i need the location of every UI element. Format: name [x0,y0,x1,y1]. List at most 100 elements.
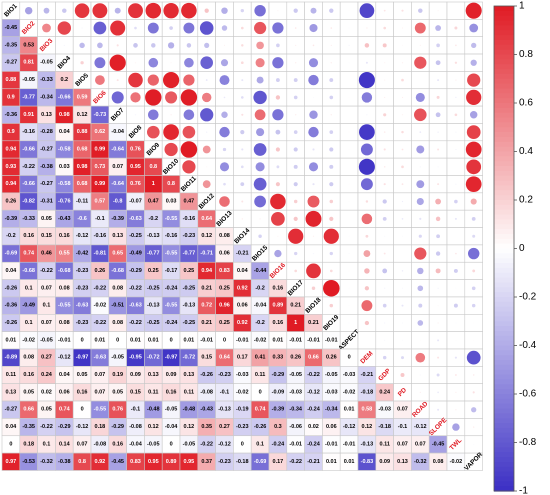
correlation-circle [382,199,387,204]
correlation-value-label: -0.39 [111,216,124,222]
correlation-circle [419,339,421,341]
correlation-circle [454,26,458,30]
correlation-circle [472,269,476,273]
correlation-circle [308,58,319,68]
correlation-value-label: -0.34 [325,407,338,413]
correlation-value-label: -0.55 [165,216,178,222]
correlation-circle [382,216,387,221]
correlation-value-label: 0.64 [219,355,231,361]
correlation-circle [164,142,178,157]
correlation-circle [466,350,481,365]
legend-tick-label: -1 [519,486,528,495]
correlation-circle [256,128,265,137]
correlation-value-label: 0.1 [25,285,33,291]
correlation-value-label: -0.01 [325,337,338,343]
correlation-circle [348,305,350,307]
correlation-value-label: -0.34 [40,94,53,100]
correlation-circle [165,91,178,104]
correlation-value-label: -0.22 [129,285,142,291]
correlation-circle [384,322,386,324]
correlation-circle [183,22,195,34]
legend-gradient-segment [494,185,514,191]
correlation-circle [348,218,350,220]
correlation-value-label: -0.1 [398,424,407,430]
correlation-circle [274,249,282,258]
legend-tick-label: 0.2 [519,195,533,206]
correlation-circle [416,180,425,189]
correlation-circle [312,148,315,151]
legend-gradient-segment [494,384,514,390]
correlation-value-label: -0.25 [183,285,196,291]
correlation-circle [128,72,143,88]
correlation-value-label: -0.33 [40,77,53,83]
correlation-circle [418,8,423,13]
correlation-value-label: 0.15 [201,355,212,361]
correlation-circle [437,356,440,359]
correlation-circle [470,198,477,205]
correlation-circle [383,9,386,12]
legend-tick-label: 0 [519,243,525,254]
correlation-circle [455,409,457,411]
correlation-circle [223,96,226,99]
correlation-circle [365,234,369,238]
correlation-circle [259,218,261,220]
legend-gradient-segment [494,297,514,303]
correlation-value-label: 0.07 [112,164,123,170]
correlation-circle [43,7,50,14]
correlation-value-label: 0.07 [397,441,408,447]
correlation-circle [453,303,458,308]
correlation-circle [206,131,208,133]
correlation-circle [417,285,424,292]
correlation-circle [401,322,404,324]
correlation-value-label: 0.21 [290,303,301,309]
correlation-circle [93,21,107,35]
correlation-value-label: -0.38 [40,164,53,170]
correlation-value-label: -0.24 [272,441,285,447]
correlation-circle [435,112,441,118]
correlation-circle [110,20,126,36]
correlation-value-label: 0.35 [201,424,212,430]
legend-gradient-segment [494,403,514,410]
correlation-circle [182,160,196,174]
correlation-value-label: 0.8 [78,459,86,465]
correlation-value-label: -0.08 [129,424,142,430]
correlation-circle [305,210,322,227]
correlation-circle [147,22,159,34]
correlation-value-label: -0.64 [111,181,124,187]
correlation-value-label: -0.16 [94,233,107,239]
correlation-value-label: 0.04 [59,129,71,135]
correlation-circle [295,114,297,116]
correlation-value-label: -0.2 [255,285,264,291]
correlation-circle [95,75,105,85]
correlation-circle [253,177,267,191]
legend-gradient-segment [494,10,514,17]
correlation-circle [258,234,262,238]
correlation-value-label: 0.76 [130,146,141,152]
correlation-value-label: 0.26 [326,355,337,361]
correlation-value-label: -0.04 [129,441,142,447]
correlation-value-label: -0.01 [200,337,213,343]
correlation-circle [348,44,350,46]
correlation-circle [435,268,441,274]
legend-tick-label: 1 [519,1,525,12]
matrix-cells: BIO1-0.45 BIO2-0.35 0.53 BIO3-0.27 0.81 -0.05… [1,1,484,472]
correlation-value-label: 0 [259,389,262,395]
correlation-circle [272,57,284,69]
correlation-circle [145,2,162,19]
correlation-value-label: -0.32 [40,459,53,465]
correlation-value-label: 0.95 [148,459,159,465]
correlation-value-label: -0.21 [361,372,374,378]
correlation-circle [455,322,457,324]
correlation-value-label: 0.19 [112,372,123,378]
legend-gradient-segment [494,340,514,347]
correlation-circle [62,8,67,13]
correlation-circle [401,96,404,99]
correlation-circle [170,114,172,116]
correlation-circle [364,286,370,291]
correlation-value-label: 0.94 [6,181,18,187]
correlation-circle [240,130,245,135]
correlation-value-label: 0.06 [59,389,70,395]
correlation-value-label: 0.12 [148,424,159,430]
correlation-circle [163,2,179,19]
legend-gradient-segment [494,427,514,434]
